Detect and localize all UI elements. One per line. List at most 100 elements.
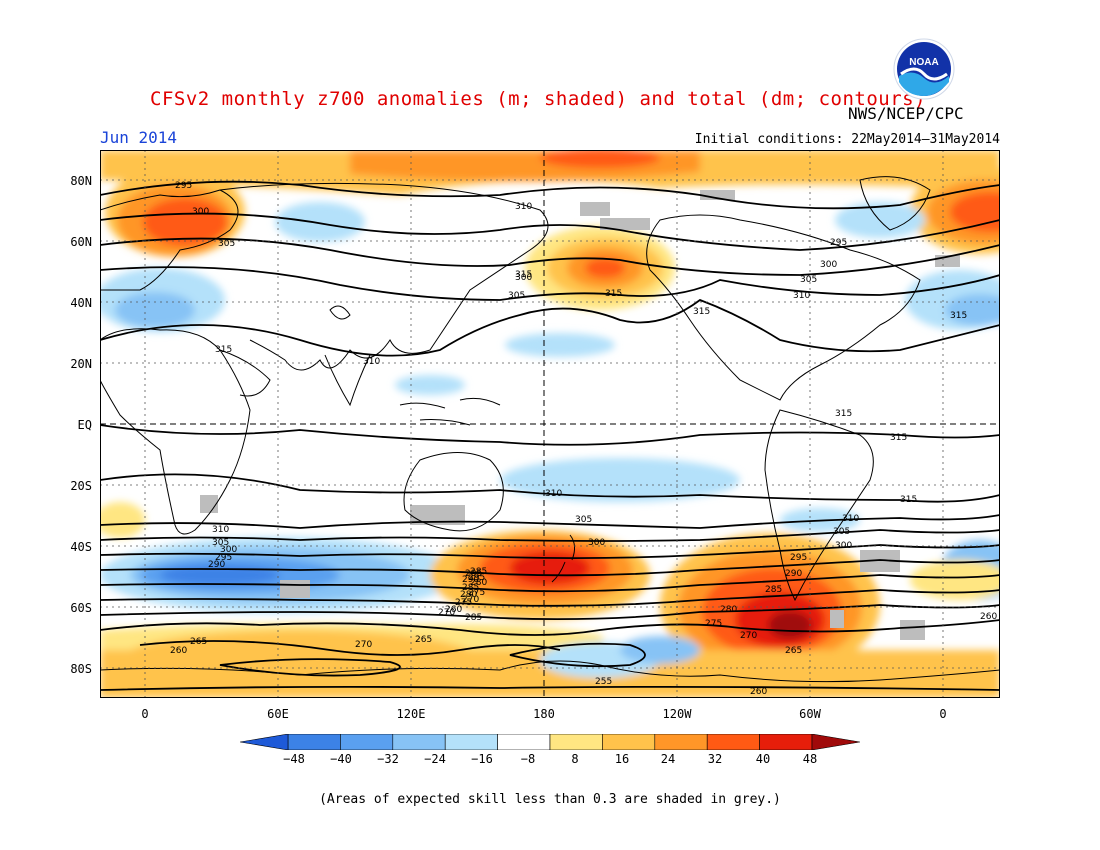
contour-label: 265 (190, 637, 207, 647)
y-tick: 80S (70, 662, 92, 676)
y-tick: 20N (70, 357, 92, 371)
contour-label: 315 (693, 307, 710, 317)
contour-label: 275 (455, 598, 472, 608)
x-tick: 0 (141, 707, 149, 721)
contour-labels: 295 300 305 310 315 295 300 305 315 310 … (170, 181, 997, 697)
contour-label: 285 (462, 583, 479, 593)
contour-label: 300 (515, 273, 532, 283)
contour-label: 290 (785, 569, 802, 579)
height-contours (100, 180, 1000, 691)
colorbar-left-arrow (240, 734, 289, 750)
contour-label: 315 (605, 289, 622, 299)
colorbar-cell (759, 734, 813, 750)
x-tick: 0 (939, 707, 947, 721)
y-tick: 40S (70, 540, 92, 554)
contour-label: 295 (215, 553, 232, 563)
contour-label: 270 (740, 631, 757, 641)
map-title: CFSv2 monthly z700 anomalies (m; shaded)… (150, 88, 927, 110)
contour-label: 265 (415, 635, 432, 645)
low-skill-mask (200, 190, 960, 640)
contour-label: 305 (833, 527, 850, 537)
x-tick: 120W (662, 707, 692, 721)
y-tick: 20S (70, 479, 92, 493)
contour-label: 305 (212, 538, 229, 548)
contour-label: 295 (790, 553, 807, 563)
contour-label: 270 (438, 608, 455, 618)
y-tick: 40N (70, 296, 92, 310)
colorbar-cell (602, 734, 656, 750)
colorbar-tick: 40 (755, 752, 771, 766)
contour-label: 260 (445, 605, 462, 615)
contour-label: 260 (980, 612, 997, 622)
contour-label: 305 (575, 515, 592, 525)
contour-label: 315 (835, 409, 852, 419)
contour-label: 265 (785, 646, 802, 656)
contour-label: 315 (515, 270, 532, 280)
colorbar-cell (287, 734, 341, 750)
skill-footnote: (Areas of expected skill less than 0.3 a… (319, 792, 781, 807)
contour-label: 260 (750, 687, 767, 697)
contour-label: 295 (465, 569, 482, 579)
x-tick: 120E (396, 707, 426, 721)
contour-label: 310 (842, 514, 859, 524)
contour-label: 315 (950, 311, 967, 321)
colorbar-cells (287, 734, 813, 750)
contour-label: 300 (820, 260, 837, 270)
contour-label: 280 (470, 578, 487, 588)
contour-label: 295 (468, 573, 485, 583)
contour-label: 255 (595, 677, 612, 687)
colorbar-tick: 32 (707, 752, 723, 766)
colorbar-cell (340, 734, 394, 750)
contour-label: 300 (835, 541, 852, 551)
contour-label: 310 (212, 525, 229, 535)
contour-label: 310 (515, 202, 532, 212)
contour-label: 300 (588, 538, 605, 548)
agency-label: NWS/NCEP/CPC (848, 104, 964, 123)
colorbar-right-arrow (811, 734, 860, 750)
x-tick: 60W (799, 707, 821, 721)
colorbar-tick: 16 (614, 752, 630, 766)
colorbar-cell (549, 734, 603, 750)
colorbar-cell (654, 734, 708, 750)
y-tick: EQ (77, 418, 92, 432)
colorbar-tick: −48 (283, 752, 305, 766)
colorbar-tick: −40 (330, 752, 352, 766)
map-frame (100, 150, 1000, 698)
lat-lon-grid (100, 150, 1000, 698)
contour-label: 290 (462, 575, 479, 585)
y-tick: 60S (70, 601, 92, 615)
contour-label: 315 (900, 495, 917, 505)
contour-label: 295 (175, 181, 192, 191)
colorbar-tick: 24 (660, 752, 676, 766)
contour-label: 310 (363, 357, 380, 367)
contour-label: 305 (800, 275, 817, 285)
contour-label: 295 (830, 238, 847, 248)
contour-label: 260 (170, 646, 187, 656)
x-tick: 180 (533, 707, 555, 721)
colorbar-cell (497, 734, 551, 750)
colorbar-cell (706, 734, 760, 750)
noaa-logo-text: NOAA (909, 57, 938, 68)
reference-lines (100, 150, 1000, 698)
forecast-month: Jun 2014 (100, 128, 178, 147)
colorbar-cell (444, 734, 498, 750)
contour-label: 285 (465, 613, 482, 623)
colorbar-tick: 48 (802, 752, 818, 766)
contour-label: 280 (720, 605, 737, 615)
y-tick: 80N (70, 174, 92, 188)
contour-label: 305 (218, 239, 235, 249)
colorbar-cell (392, 734, 446, 750)
contour-label: 290 (208, 560, 225, 570)
colorbar-tick: −24 (424, 752, 446, 766)
contour-label: 280 (460, 590, 477, 600)
contour-label: 300 (192, 207, 209, 217)
contour-label: 285 (470, 567, 487, 577)
contour-label: 315 (215, 345, 232, 355)
contour-label: 310 (545, 489, 562, 499)
colorbar (240, 734, 860, 750)
contour-label: 270 (355, 640, 372, 650)
contour-label: 275 (468, 588, 485, 598)
contour-label: 270 (462, 595, 479, 605)
contour-label: 300 (220, 545, 237, 555)
y-tick: 60N (70, 235, 92, 249)
